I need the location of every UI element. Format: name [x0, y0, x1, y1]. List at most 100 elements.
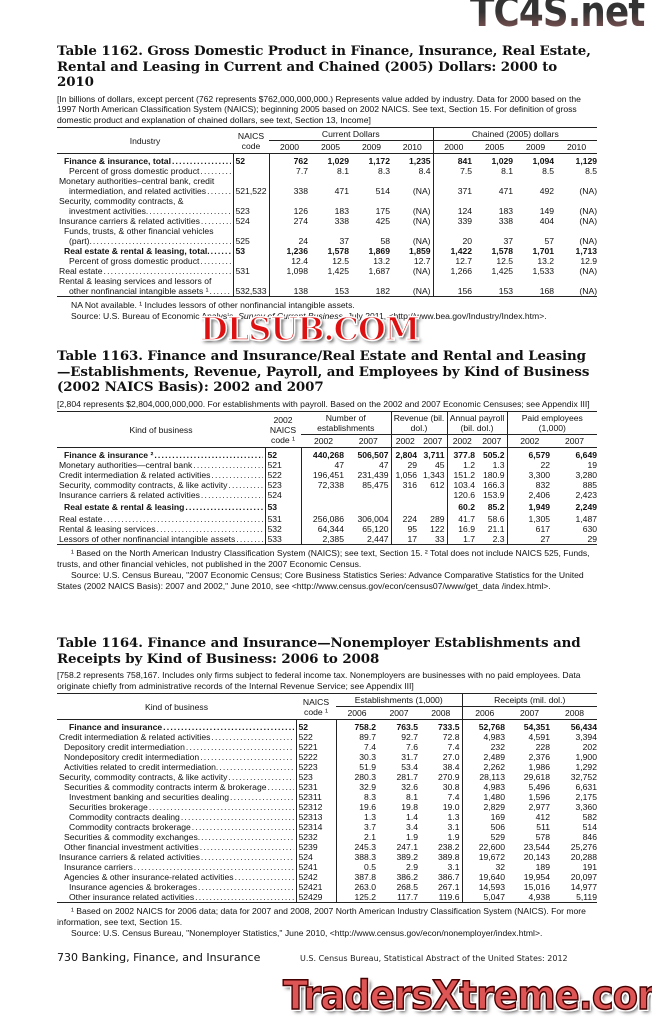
value-cell: 182 [351, 286, 392, 298]
value-cell: 1,292 [575, 762, 597, 773]
value-cell: 506,507 [357, 450, 389, 461]
value-cell: 3.1 [447, 862, 460, 873]
value-cell: 238.2 [437, 842, 460, 853]
table-1163-section: Table 1163. Finance and Insurance/Real E… [57, 348, 598, 592]
header-chained-dollars: Chained (2005) dollars [432, 127, 598, 142]
value-cell: 2,262 [461, 762, 507, 773]
dot-leader: ........................................… [199, 842, 294, 853]
page-footer-source: U.S. Census Bureau, Statistical Abstract… [300, 954, 568, 963]
row-label: investment activities...................… [57, 206, 233, 216]
table-row: (part)..................................… [57, 236, 597, 247]
row-label-text: Credit intermediation & related activiti… [59, 470, 211, 481]
naics-code: 52 [264, 447, 302, 461]
value-cell [432, 196, 475, 207]
value-cell: 506 [461, 822, 507, 833]
value-cell: 151.2 [446, 470, 478, 481]
table-row: Security, commodity contracts, & like ac… [57, 772, 597, 783]
value-cell: 1,713 [575, 246, 598, 257]
table-1162: Industry NAICS code Current Dollars Chai… [57, 127, 598, 298]
header-year: 2007 [507, 706, 552, 721]
value-cell [556, 276, 597, 286]
naics-code: 52313 [295, 812, 337, 823]
table-row: Insurance carriers & related activities.… [57, 216, 597, 227]
value-cell: 3,280 [575, 470, 598, 481]
value-cell: 196,451 [312, 470, 344, 481]
value-cell: 22,600 [461, 842, 507, 853]
value-cell: 1,343 [423, 470, 445, 481]
naics-code: 521 [264, 460, 302, 471]
value-cell [515, 276, 556, 286]
value-cell: 12.7 [432, 256, 475, 267]
source-note: Source: U.S. Bureau of Economic Analysis… [57, 311, 597, 322]
value-cell: 149 [539, 206, 555, 217]
naics-code: 5242 [295, 872, 337, 883]
naics-code: 5241 [295, 862, 337, 873]
value-cell [474, 226, 515, 236]
value-cell: 32 [461, 862, 507, 873]
value-cell: 263.0 [354, 882, 376, 893]
value-cell: 53.4 [401, 762, 418, 773]
table-footnotes: ¹ Based on 2002 NAICS for 2006 data; dat… [57, 906, 597, 939]
value-cell: 14,593 [461, 882, 507, 893]
value-cell [392, 196, 433, 206]
value-cell: 4,983 [461, 782, 507, 793]
table-1164-section: Table 1164. Finance and Insurance—Nonemp… [57, 635, 597, 939]
value-cell: 125.2 [336, 892, 378, 904]
naics-code: 522 [295, 732, 337, 743]
value-cell: 1,578 [491, 246, 514, 257]
table-row: Depository credit intermediation........… [57, 742, 597, 753]
row-label-text: Funds, trusts, & other financial vehicle… [64, 226, 214, 237]
row-label: Insurance carriers & related activities.… [57, 490, 265, 500]
value-cell [310, 276, 351, 286]
value-cell: 1.7 [446, 534, 478, 546]
row-label-text: Nondepository credit intermediation [64, 752, 200, 763]
row-label: Depository credit intermediation........… [57, 742, 296, 752]
table-row: Other insurance related activities......… [57, 892, 597, 904]
value-cell: 1,098 [286, 266, 308, 277]
value-cell: 281.7 [396, 772, 418, 783]
value-cell: 2,249 [575, 502, 598, 513]
value-cell: 58 [380, 236, 390, 247]
value-cell: 386.7 [437, 872, 460, 883]
value-cell: 471 [498, 186, 514, 197]
value-cell: 505.2 [483, 450, 505, 461]
value-cell: 1.2 [446, 460, 478, 471]
row-label: Activities related to credit intermediat… [57, 762, 296, 772]
value-cell: 511 [536, 822, 550, 833]
header-year: 2002 [390, 434, 420, 449]
row-label: Commodity contracts dealing.............… [57, 812, 296, 822]
naics-code: 532,533 [232, 286, 270, 298]
header-current-dollars: Current Dollars [269, 127, 434, 142]
value-cell: 733.5 [437, 722, 460, 733]
value-cell: 33 [419, 534, 448, 546]
value-cell: 175 [375, 206, 390, 217]
value-cell: 31.7 [401, 752, 418, 763]
value-cell [390, 490, 420, 501]
value-cell: 14,977 [570, 882, 597, 893]
dot-leader: ........................................… [149, 206, 230, 217]
dot-leader: ........................................… [211, 732, 293, 743]
value-cell: (NA) [579, 186, 598, 197]
header-year: 2008 [420, 706, 462, 721]
table-row: Insurance carriers......................… [57, 862, 597, 873]
value-cell: 29,618 [523, 772, 550, 783]
value-cell: 103.4 [446, 480, 478, 491]
value-cell: 19,640 [461, 872, 507, 883]
value-cell [515, 196, 556, 206]
naics-code: 52 [295, 719, 337, 733]
watermark-logo-bottom: TradersXtreme.com [282, 972, 652, 1020]
dot-leader: ........................................… [210, 246, 231, 257]
value-cell: 1.9 [447, 832, 460, 843]
table-row: Insurance carriers & related activities.… [57, 852, 597, 863]
source-note: Source: U.S. Census Bureau, "Nonemployer… [71, 928, 543, 939]
dot-leader: ........................................… [228, 772, 293, 783]
value-cell: 6,649 [575, 450, 598, 461]
table-footnotes: ¹ Based on the North American Industry C… [57, 548, 597, 592]
value-cell: 8.5 [542, 166, 555, 177]
row-label: Other insurance related activities......… [57, 892, 296, 904]
value-cell: 7.4 [447, 742, 460, 753]
value-cell [351, 196, 392, 206]
value-cell: 612 [430, 480, 445, 491]
value-cell [432, 276, 475, 287]
table-headnote: [In billions of dollars, except percent … [57, 93, 581, 125]
